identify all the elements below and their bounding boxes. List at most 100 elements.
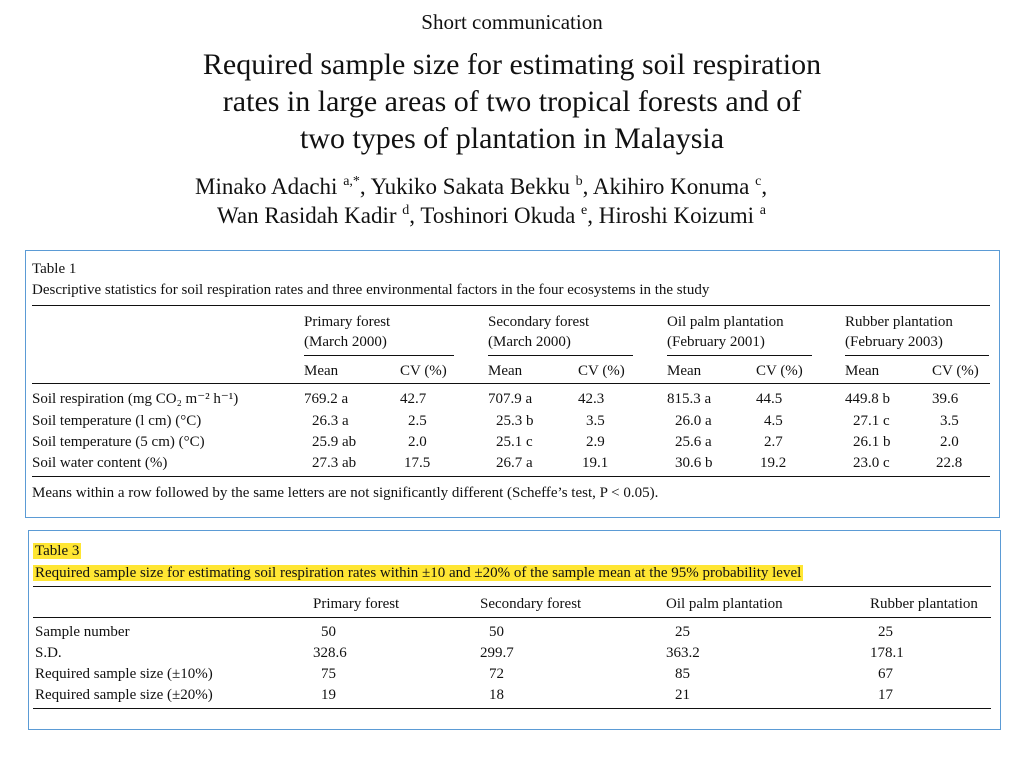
row-label: Required sample size (±20%)	[35, 687, 213, 703]
table-cell: 25	[675, 624, 690, 640]
table-cell: 449.8 b	[845, 391, 890, 407]
table-3-caption: Required sample size for estimating soil…	[33, 565, 804, 581]
author-affiliation: a	[759, 203, 766, 218]
group-rule	[488, 355, 633, 356]
group-rule	[304, 355, 454, 356]
row-label: Soil water content (%)	[32, 455, 168, 471]
table-cell: 363.2	[666, 645, 700, 661]
table-cell: 42.3	[578, 391, 605, 407]
group-date: (March 2000)	[488, 334, 571, 350]
table-cell: 25.3 b	[496, 413, 534, 429]
table-cell: 39.6	[932, 391, 959, 407]
table-cell: 26.3 a	[312, 413, 349, 429]
group-header: Primary forest	[304, 314, 391, 330]
author-affiliation: b	[575, 174, 583, 189]
table-cell: 299.7	[480, 645, 514, 661]
table-cell: 23.0 c	[853, 455, 890, 471]
col-header-mean: Mean	[667, 363, 702, 379]
table-cell: 2.9	[586, 434, 605, 450]
table-cell: 27.3 ab	[312, 455, 357, 471]
table-cell: 2.0	[940, 434, 959, 450]
title-line-3: two types of plantation in Malaysia	[299, 122, 725, 155]
table-cell: 3.5	[940, 413, 959, 429]
row-label: Sample number	[35, 624, 130, 640]
table-cell: 26.0 a	[675, 413, 712, 429]
group-header: Rubber plantation	[845, 314, 953, 330]
table-cell: 22.8	[936, 455, 963, 471]
row-label: Soil temperature (5 cm) (°C)	[32, 434, 205, 450]
table-rule	[33, 586, 991, 587]
table-cell: 17.5	[404, 455, 431, 471]
table-rule	[32, 383, 990, 384]
table-3-label: Table 3	[33, 543, 82, 559]
table-cell: 75	[321, 666, 336, 682]
author-name: Wan Rasidah Kadir	[217, 203, 397, 228]
group-rule	[845, 355, 989, 356]
title-line-2: rates in large areas of two tropical for…	[222, 85, 802, 118]
group-date: (March 2000)	[304, 334, 387, 350]
col-header-mean: Mean	[304, 363, 339, 379]
table-cell: 17	[878, 687, 893, 703]
title-line-1: Required sample size for estimating soil…	[202, 48, 822, 81]
author-affiliation: c	[755, 174, 762, 189]
table-cell: 328.6	[313, 645, 347, 661]
table-cell: 25.6 a	[675, 434, 712, 450]
group-rule	[667, 355, 812, 356]
table-cell: 67	[878, 666, 893, 682]
table-cell: 27.1 c	[853, 413, 890, 429]
author-list: Minako Adachi a,*, Yukiko Sakata Bekku b…	[195, 174, 768, 228]
table-cell: 2.7	[764, 434, 783, 450]
table-cell: 26.1 b	[853, 434, 891, 450]
table-cell: 178.1	[870, 645, 904, 661]
table-cell: 3.5	[586, 413, 605, 429]
table-rule	[32, 305, 990, 306]
author-affiliation: d	[402, 203, 410, 218]
group-header: Oil palm plantation	[667, 314, 784, 330]
table-cell: 769.2 a	[304, 391, 349, 407]
table-cell: 19.1	[582, 455, 609, 471]
author-name: Toshinori Okuda	[420, 203, 576, 228]
row-label: Required sample size (±10%)	[35, 666, 213, 682]
row-label: S.D.	[35, 645, 62, 661]
author-name: Minako Adachi	[195, 174, 338, 199]
table-cell: 21	[675, 687, 690, 703]
table-cell: 72	[489, 666, 504, 682]
author-name: Hiroshi Koizumi	[598, 203, 755, 228]
table-cell: 25.9 ab	[312, 434, 357, 450]
table-3-panel: Table 3 Required sample size for estimat…	[28, 530, 1001, 730]
article-type-label: Short communication	[421, 10, 603, 34]
table-cell: 19	[321, 687, 336, 703]
col-header-mean: Mean	[845, 363, 880, 379]
col-header-cv: CV (%)	[932, 363, 979, 379]
column-header: Secondary forest	[480, 596, 582, 612]
col-header-cv: CV (%)	[400, 363, 447, 379]
table-cell: 815.3 a	[667, 391, 712, 407]
col-header-cv: CV (%)	[756, 363, 803, 379]
table-cell: 85	[675, 666, 690, 682]
table-cell: 42.7	[400, 391, 427, 407]
table-cell: 19.2	[760, 455, 787, 471]
table-cell: 50	[321, 624, 336, 640]
table-cell: 25	[878, 624, 893, 640]
table-cell: 25.1 c	[496, 434, 533, 450]
table-rule	[33, 617, 991, 618]
group-date: (February 2001)	[667, 334, 765, 350]
col-header-cv: CV (%)	[578, 363, 625, 379]
author-affiliation: e	[581, 203, 588, 218]
table-1-label: Table 1	[32, 261, 77, 277]
table-cell: 4.5	[764, 413, 783, 429]
group-date: (February 2003)	[845, 334, 943, 350]
table-1-caption: Descriptive statistics for soil respirat…	[32, 282, 710, 298]
col-header-mean: Mean	[488, 363, 523, 379]
paper-title: Required sample size for estimating soil…	[112, 46, 912, 157]
author-name: Yukiko Sakata Bekku	[370, 174, 570, 199]
table-cell: 44.5	[756, 391, 783, 407]
table-cell: 2.5	[408, 413, 427, 429]
author-affiliation: a,*	[343, 174, 360, 189]
table-cell: 26.7 a	[496, 455, 533, 471]
column-header: Rubber plantation	[870, 596, 978, 612]
table-cell: 2.0	[408, 434, 427, 450]
table-rule	[33, 708, 991, 709]
table-1-panel: Table 1 Descriptive statistics for soil …	[25, 250, 1000, 518]
table-cell: 50	[489, 624, 504, 640]
